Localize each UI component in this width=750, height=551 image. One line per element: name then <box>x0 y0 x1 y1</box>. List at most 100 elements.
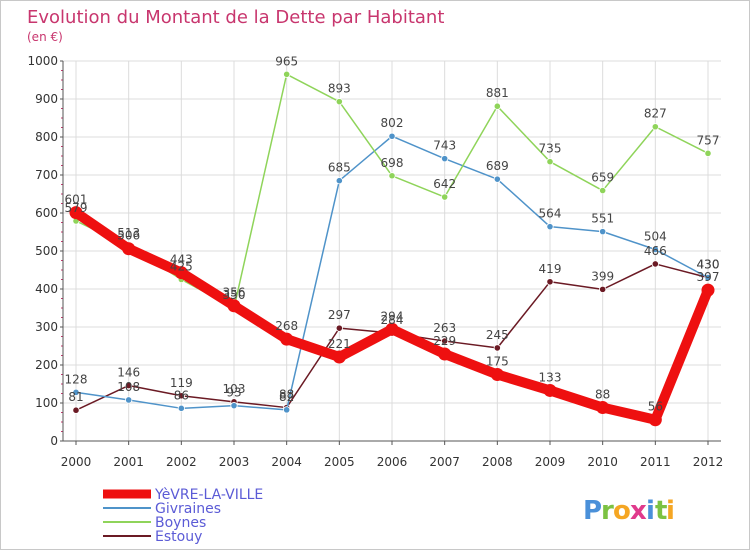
data-point-estouy <box>441 337 449 345</box>
x-tick-label: 2007 <box>429 455 460 469</box>
data-point-boynes <box>335 98 343 106</box>
data-point-y-vre-la-ville <box>648 413 662 427</box>
y-tick-label: 700 <box>35 168 58 182</box>
data-label-givraines: 93 <box>226 386 241 400</box>
data-point-y-vre-la-ville <box>543 383 557 397</box>
data-point-givraines <box>599 228 607 236</box>
data-point-estouy <box>72 406 80 414</box>
data-label-estouy: 466 <box>644 244 667 258</box>
data-label-y-vre-la-ville: 221 <box>328 337 351 351</box>
data-point-givraines <box>546 223 554 231</box>
data-label-estouy: 297 <box>328 308 351 322</box>
data-point-estouy <box>651 260 659 268</box>
data-point-boynes <box>651 123 659 131</box>
x-tick-label: 2005 <box>324 455 355 469</box>
chart-unit: (en €) <box>27 30 63 44</box>
data-point-givraines <box>230 402 238 410</box>
data-label-boynes: 881 <box>486 86 509 100</box>
data-label-givraines: 743 <box>433 139 456 153</box>
data-label-givraines: 82 <box>279 390 294 404</box>
data-label-givraines: 685 <box>328 161 351 175</box>
data-point-boynes <box>388 172 396 180</box>
data-label-y-vre-la-ville: 506 <box>117 229 140 243</box>
data-label-y-vre-la-ville: 294 <box>381 309 404 323</box>
data-label-estouy: 399 <box>591 269 614 283</box>
data-label-estouy: 419 <box>539 262 562 276</box>
data-label-y-vre-la-ville: 133 <box>539 370 562 384</box>
data-label-y-vre-la-ville: 175 <box>486 355 509 369</box>
data-label-y-vre-la-ville: 397 <box>697 270 720 284</box>
data-label-estouy: 103 <box>223 382 246 396</box>
y-tick-label: 100 <box>35 396 58 410</box>
data-point-y-vre-la-ville <box>490 368 504 381</box>
x-tick-label: 2009 <box>535 455 566 469</box>
data-point-y-vre-la-ville <box>69 206 83 220</box>
data-label-givraines: 802 <box>381 116 404 130</box>
data-label-givraines: 551 <box>591 212 614 226</box>
data-point-y-vre-la-ville <box>174 266 188 280</box>
data-label-boynes: 425 <box>170 260 193 274</box>
y-tick-label: 0 <box>50 434 58 448</box>
data-label-estouy: 88 <box>279 388 294 402</box>
x-tick-label: 2000 <box>61 455 92 469</box>
data-point-givraines <box>704 273 712 282</box>
data-point-boynes <box>441 193 449 201</box>
x-tick-label: 2003 <box>219 455 250 469</box>
data-point-boynes <box>704 149 712 157</box>
x-tick-label: 2012 <box>693 455 724 469</box>
data-point-givraines <box>388 132 396 140</box>
data-point-givraines <box>651 245 659 254</box>
data-label-boynes: 735 <box>539 142 562 156</box>
logo-letter: x <box>630 496 647 526</box>
y-tick-label: 800 <box>35 130 58 144</box>
logo-letter: t <box>655 496 667 526</box>
data-label-boynes: 659 <box>591 171 614 185</box>
data-label-y-vre-la-ville: 229 <box>433 334 456 348</box>
logo-letter: i <box>646 496 655 526</box>
data-label-estouy: 263 <box>433 321 456 335</box>
grid <box>63 60 721 441</box>
data-label-boynes: 513 <box>117 226 140 240</box>
x-tick-label: 2011 <box>640 455 671 469</box>
data-label-boynes: 827 <box>644 107 667 121</box>
data-label-givraines: 689 <box>486 159 509 173</box>
data-label-estouy: 284 <box>381 313 404 327</box>
data-point-boynes <box>283 70 291 78</box>
data-label-estouy: 430 <box>697 258 720 272</box>
data-point-boynes <box>546 158 554 166</box>
data-point-givraines <box>441 155 449 163</box>
legend-label: YèVRE-LA-VILLE <box>154 487 263 503</box>
data-label-y-vre-la-ville: 268 <box>275 319 298 333</box>
data-point-y-vre-la-ville <box>596 401 610 415</box>
data-label-givraines: 128 <box>65 372 88 386</box>
data-point-y-vre-la-ville <box>122 242 136 256</box>
data-point-y-vre-la-ville <box>438 347 452 361</box>
data-label-givraines: 86 <box>174 388 189 402</box>
data-label-y-vre-la-ville: 356 <box>223 286 246 300</box>
legend-label: Estouy <box>155 529 202 545</box>
data-label-boynes: 893 <box>328 82 351 96</box>
data-point-y-vre-la-ville <box>385 322 399 336</box>
data-label-givraines: 504 <box>644 229 667 243</box>
data-label-y-vre-la-ville: 88 <box>595 388 610 402</box>
y-tick-label: 400 <box>35 282 58 296</box>
legend-label: Boynes <box>155 515 206 531</box>
data-label-estouy: 245 <box>486 328 509 342</box>
data-label-boynes: 965 <box>275 54 298 68</box>
data-point-givraines <box>493 175 501 183</box>
data-point-estouy <box>493 344 501 352</box>
data-point-y-vre-la-ville <box>227 299 241 313</box>
y-tick-label: 500 <box>35 244 58 258</box>
x-tick-label: 2008 <box>482 455 513 469</box>
logo-letter: r <box>601 496 614 526</box>
data-point-y-vre-la-ville <box>701 283 715 297</box>
x-tick-label: 2001 <box>113 455 144 469</box>
y-tick-label: 200 <box>35 358 58 372</box>
data-point-estouy <box>125 381 133 390</box>
data-label-estouy: 119 <box>170 376 193 390</box>
y-tick-label: 1000 <box>27 54 58 68</box>
data-point-boynes <box>493 102 501 110</box>
